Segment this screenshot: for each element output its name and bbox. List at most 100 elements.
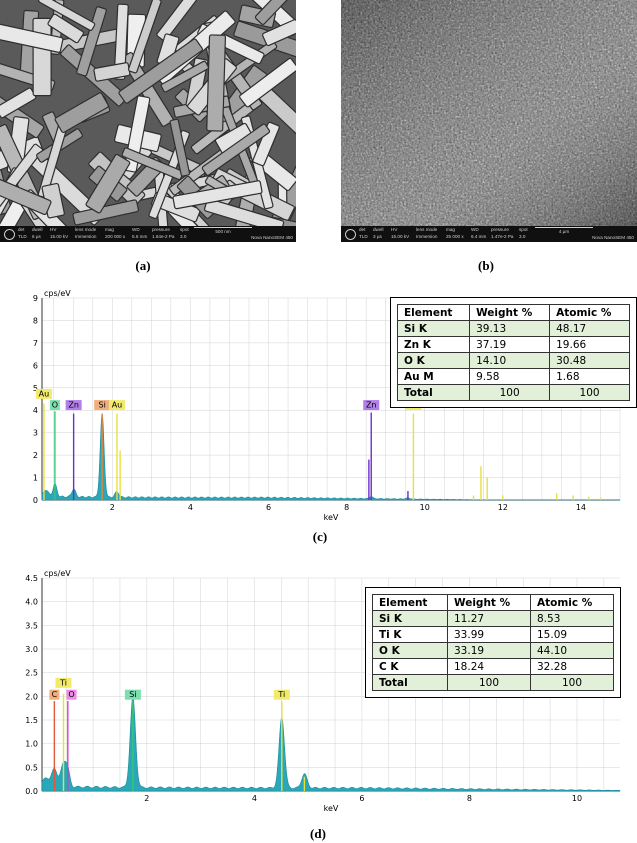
element-label-bg	[363, 400, 380, 411]
table-header-row: Element Weight % Atomic %	[372, 594, 614, 611]
fei-logo-icon	[345, 229, 356, 240]
nanorod	[47, 13, 84, 44]
pressure-header: pressure	[491, 227, 509, 232]
element-label: Zn	[65, 400, 82, 411]
wd-header: WD	[132, 227, 140, 232]
y-tick-label: 1.5	[25, 716, 38, 725]
element-label-bg	[273, 689, 290, 700]
value-cell: 44.10	[530, 642, 614, 659]
element-label-text: Si	[129, 690, 136, 699]
value-cell: 15.09	[530, 626, 614, 643]
dwell-header: dwell	[32, 227, 43, 232]
x-tick-label: 6	[359, 794, 364, 803]
spot-header: spot	[180, 227, 189, 232]
spot-header: spot	[519, 227, 528, 232]
value-cell: 32.28	[530, 658, 614, 675]
y-tick-label: 7	[33, 339, 38, 348]
element-name-cell: Ti K	[372, 626, 448, 643]
composition-table-d: Element Weight % Atomic % Si K 11.27 8.53 Ti K…	[365, 587, 621, 698]
y-tick-label: 2	[33, 451, 38, 460]
dwell-value: 6 µs	[32, 234, 41, 239]
element-name-cell: Total	[372, 674, 448, 691]
element-label: Ti	[273, 689, 290, 700]
mag-header: mag	[105, 227, 114, 232]
x-tick-label: 8	[467, 794, 472, 803]
hv-header: HV	[50, 227, 57, 232]
wd-value: 6.4 mm	[471, 234, 487, 239]
y-tick-label: 1.0	[25, 740, 38, 749]
nanorod	[0, 168, 52, 216]
x-tick-label: 6	[266, 503, 271, 512]
element-label-bg	[66, 689, 77, 700]
value-cell: 33.99	[447, 626, 531, 643]
element-label-text: Zn	[366, 401, 377, 410]
value-cell: 11.27	[447, 610, 531, 627]
det-header: det	[359, 227, 366, 232]
nanorod	[239, 57, 296, 108]
value-cell: 48.17	[549, 320, 630, 337]
table-header-cell: Element	[372, 594, 448, 611]
element-label-bg	[55, 677, 72, 688]
mag-value: 200 000 x	[105, 234, 126, 239]
pressure-value: 1.47e-2 Pa	[491, 234, 514, 239]
y-tick-label: 5	[33, 384, 38, 393]
value-cell: 100	[530, 674, 614, 691]
nanorod	[231, 0, 296, 37]
element-label-bg	[65, 400, 82, 411]
nanorod	[156, 0, 218, 42]
element-label-text: O	[52, 401, 58, 410]
y-tick-label: 0.0	[25, 787, 38, 796]
sem-image-b: det dwell HV lens mode mag WD pressure s…	[341, 0, 637, 242]
sem-info-bar-b: det dwell HV lens mode mag WD pressure s…	[341, 226, 637, 242]
pressure-header: pressure	[152, 227, 170, 232]
sem-info-bar-a: det dwell HV lens mode mag WD pressure s…	[0, 226, 296, 242]
nanorod	[201, 123, 271, 176]
element-label: O	[49, 400, 60, 411]
x-tick-label: 2	[110, 503, 115, 512]
value-cell: 100	[549, 384, 630, 401]
table-row: Total 100 100	[396, 384, 630, 401]
y-tick-label: 0.5	[25, 763, 38, 772]
y-tick-label: 4.0	[25, 598, 38, 607]
caption-d: (d)	[310, 826, 326, 841]
caption-c: (c)	[312, 529, 328, 544]
value-cell: 8.53	[530, 610, 614, 627]
nanorod	[203, 198, 285, 226]
element-name-cell: O K	[372, 642, 448, 659]
table-row: Si K 11.27 8.53	[372, 610, 614, 627]
element-label: O	[66, 689, 77, 700]
spectrum-area	[41, 695, 621, 792]
element-label-bg	[49, 400, 60, 411]
lens-mode-header: lens mode	[75, 227, 97, 232]
element-name-cell: Total	[396, 384, 471, 401]
y-tick-label: 3.5	[25, 621, 38, 630]
instrument-name: Nova NanoSEM 450	[592, 234, 634, 240]
y-tick-label: 2.0	[25, 692, 38, 701]
element-label: Zn	[363, 400, 380, 411]
instrument-name: Nova NanoSEM 450	[251, 234, 293, 240]
caption-a: (a)	[135, 258, 151, 273]
nanorod	[0, 18, 64, 53]
x-tick-label: 10	[572, 794, 582, 803]
value-cell: 9.58	[469, 368, 551, 385]
x-tick-label: 2	[144, 794, 149, 803]
element-label: Si	[94, 400, 111, 411]
nanorod	[160, 60, 209, 93]
element-label: C	[49, 689, 60, 700]
table-row: Au M 9.58 1.68	[396, 368, 630, 385]
spectrum-area	[41, 413, 621, 501]
sem-micrograph-rods	[0, 0, 296, 226]
value-cell: 39.13	[469, 320, 551, 337]
pressure-value: 1.64e-2 Pa	[152, 234, 175, 239]
element-name-cell: Au M	[396, 368, 471, 385]
element-label-text: Ti	[277, 690, 285, 699]
nanorod	[54, 92, 109, 133]
y-tick-label: 1	[33, 474, 38, 483]
value-cell: 1.68	[549, 368, 630, 385]
sem-micrograph-porous	[341, 0, 637, 226]
y-tick-label: 0	[33, 496, 38, 505]
lens-mode-value: Immersion	[75, 234, 97, 239]
x-tick-label: 8	[344, 503, 349, 512]
element-label-bg	[124, 689, 141, 700]
nanorod	[254, 0, 290, 25]
